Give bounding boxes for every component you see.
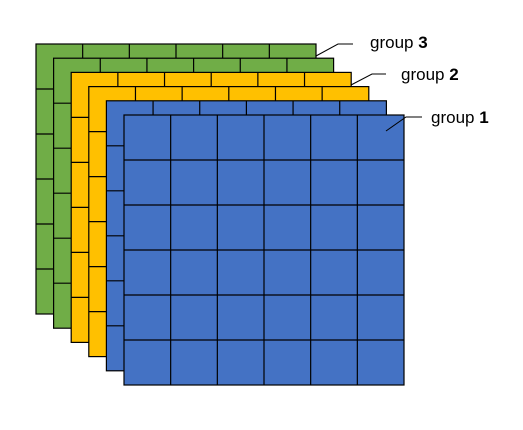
label-group-1-number: 1 xyxy=(479,108,489,127)
label-group-2-number: 2 xyxy=(449,65,459,84)
label-group-3-word: group xyxy=(370,33,414,52)
group-1-front-layer xyxy=(123,114,405,386)
label-group-1: group 1 xyxy=(431,109,489,126)
callout-group-2 xyxy=(350,73,386,86)
label-group-3: group 3 xyxy=(370,34,428,51)
callout-group-1 xyxy=(385,116,422,132)
label-group-2-word: group xyxy=(401,65,445,84)
label-group-1-word: group xyxy=(431,108,475,127)
callout-group-3 xyxy=(315,43,353,57)
label-group-2: group 2 xyxy=(401,66,459,83)
label-group-3-number: 3 xyxy=(418,33,428,52)
